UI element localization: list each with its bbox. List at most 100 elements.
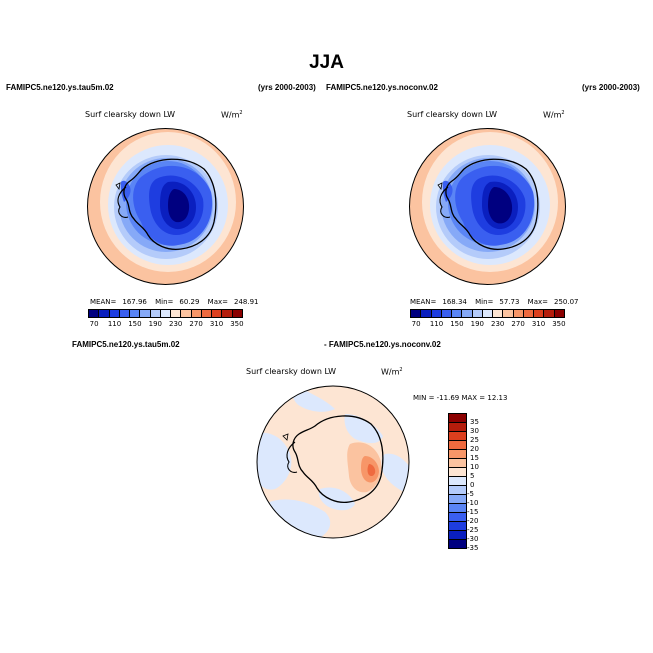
- colorbar-swatch: [503, 310, 514, 317]
- colorbar-tick-label: 190: [148, 320, 162, 328]
- left-variable-label: Surf clearsky down LW: [85, 110, 176, 119]
- diff-polar-map: [256, 385, 410, 539]
- colorbar-swatch: [449, 468, 466, 477]
- colorbar-swatch: [89, 310, 100, 317]
- right-colorbar: [410, 309, 565, 318]
- colorbar-swatch: [452, 310, 463, 317]
- colorbar-swatch: [449, 423, 466, 432]
- left-colorbar-ticks: 70 110 150 190 230 270 310 350: [88, 320, 244, 330]
- colorbar-swatch: [421, 310, 432, 317]
- colorbar-tick-label: -10: [467, 499, 479, 507]
- colorbar-tick-label: 310: [209, 320, 224, 328]
- colorbar-tick-label: 70: [89, 320, 99, 328]
- colorbar-tick-label: -25: [467, 526, 479, 534]
- colorbar-swatch: [449, 495, 466, 504]
- colorbar-tick-label: 190: [470, 320, 484, 328]
- colorbar-swatch: [449, 522, 466, 531]
- left-years: (yrs 2000-2003): [258, 83, 316, 92]
- left-polar-map: [87, 128, 244, 285]
- diff-variable-label: Surf clearsky down LW: [246, 367, 337, 376]
- colorbar-swatch: [140, 310, 151, 317]
- colorbar-swatch: [462, 310, 473, 317]
- colorbar-tick-label: 5: [470, 472, 475, 480]
- colorbar-tick-label: 25: [470, 436, 479, 444]
- colorbar-tick-label: 20: [470, 445, 479, 453]
- colorbar-tick-label: 230: [491, 320, 505, 328]
- colorbar-swatch: [449, 486, 466, 495]
- colorbar-tick-label: 230: [169, 320, 183, 328]
- right-stats: MEAN= 168.34 Min= 57.73 Max= 250.07: [410, 298, 579, 306]
- colorbar-swatch: [482, 310, 494, 317]
- colorbar-swatch: [431, 310, 442, 317]
- right-variable-label: Surf clearsky down LW: [407, 110, 498, 119]
- right-colorbar-ticks: 70 110 150 190 230 270 310 350: [410, 320, 566, 330]
- colorbar-swatch: [191, 310, 202, 317]
- colorbar-tick-label: 0: [470, 481, 475, 489]
- left-stats: MEAN= 167.96 Min= 60.29 Max= 248.91: [90, 298, 259, 306]
- colorbar-swatch: [201, 310, 213, 317]
- colorbar-swatch: [449, 450, 466, 459]
- colorbar-tick-label: 350: [552, 320, 566, 328]
- colorbar-tick-label: -30: [467, 535, 479, 543]
- colorbar-tick-label: 270: [189, 320, 203, 328]
- colorbar-swatch: [160, 310, 172, 317]
- diff-case-b: - FAMIPC5.ne120.ys.noconv.02: [324, 340, 441, 349]
- colorbar-tick-label: 270: [511, 320, 525, 328]
- colorbar-swatch: [544, 310, 555, 317]
- right-polar-map: [409, 128, 566, 285]
- colorbar-swatch: [181, 310, 192, 317]
- diff-colorbar: [448, 413, 467, 549]
- diff-colorbar-ticks: 35 30 25 20 15 10 5 0 -5 -10 -15 -20 -25 -30 -35: [467, 413, 500, 552]
- colorbar-tick-label: 110: [107, 320, 122, 328]
- colorbar-swatch: [212, 310, 223, 317]
- colorbar-swatch: [99, 310, 110, 317]
- colorbar-swatch: [130, 310, 141, 317]
- colorbar-tick-label: 310: [531, 320, 546, 328]
- colorbar-swatch: [449, 531, 466, 540]
- colorbar-tick-label: 150: [128, 320, 142, 328]
- colorbar-swatch: [150, 310, 161, 317]
- colorbar-swatch: [493, 310, 504, 317]
- colorbar-swatch: [441, 310, 453, 317]
- colorbar-swatch: [171, 310, 182, 317]
- colorbar-swatch: [411, 310, 422, 317]
- colorbar-swatch: [449, 432, 466, 441]
- left-case-name: FAMIPC5.ne120.ys.tau5m.02: [6, 83, 114, 92]
- left-colorbar: [88, 309, 243, 318]
- colorbar-swatch: [222, 310, 233, 317]
- colorbar-swatch: [472, 310, 483, 317]
- right-years: (yrs 2000-2003): [582, 83, 640, 92]
- colorbar-tick-label: 150: [450, 320, 464, 328]
- colorbar-swatch: [449, 441, 466, 450]
- colorbar-tick-label: -20: [467, 517, 479, 525]
- colorbar-swatch: [232, 310, 242, 317]
- colorbar-tick-label: 350: [230, 320, 244, 328]
- colorbar-swatch: [554, 310, 564, 317]
- right-units-label: W/m2: [543, 110, 565, 120]
- left-units-label: W/m2: [221, 110, 243, 120]
- colorbar-swatch: [449, 414, 466, 423]
- colorbar-swatch: [449, 459, 466, 468]
- diff-minmax: MIN = -11.69 MAX = 12.13: [413, 394, 508, 402]
- colorbar-tick-label: -15: [467, 508, 479, 516]
- diff-units-label: W/m2: [381, 367, 403, 377]
- colorbar-tick-label: 70: [411, 320, 421, 328]
- colorbar-swatch: [449, 513, 466, 522]
- colorbar-tick-label: -35: [467, 544, 479, 552]
- colorbar-swatch: [523, 310, 535, 317]
- colorbar-swatch: [119, 310, 131, 317]
- colorbar-tick-label: 15: [470, 454, 479, 462]
- colorbar-tick-label: 110: [429, 320, 444, 328]
- colorbar-swatch: [449, 477, 466, 486]
- colorbar-swatch: [449, 504, 466, 513]
- diff-case-a: FAMIPC5.ne120.ys.tau5m.02: [72, 340, 180, 349]
- colorbar-swatch: [534, 310, 545, 317]
- colorbar-tick-label: 30: [470, 427, 479, 435]
- colorbar-tick-label: 10: [470, 463, 479, 471]
- colorbar-swatch: [513, 310, 524, 317]
- colorbar-swatch: [109, 310, 120, 317]
- right-case-name: FAMIPC5.ne120.ys.noconv.02: [326, 83, 438, 92]
- figure-title: JJA: [309, 52, 344, 73]
- colorbar-tick-label: -5: [467, 490, 474, 498]
- colorbar-tick-label: 35: [470, 418, 479, 426]
